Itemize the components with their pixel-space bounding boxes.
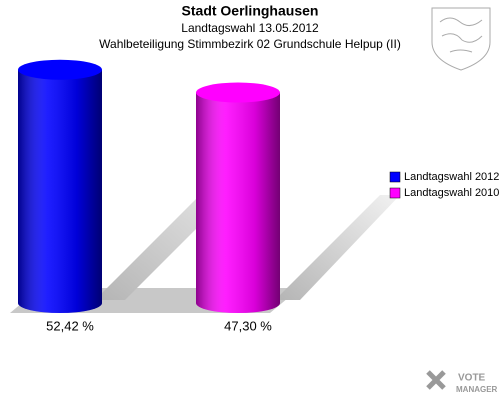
watermark-logo: VOTE MANAGER <box>426 370 498 394</box>
watermark-text: MANAGER <box>456 385 498 394</box>
legend-swatch <box>389 187 401 199</box>
watermark-text: VOTE <box>458 373 486 384</box>
value-label: 47,30 % <box>224 318 272 333</box>
legend-label: Landtagswahl 2012 <box>404 171 499 183</box>
bar-shade <box>18 69 102 303</box>
value-label: 52,42 % <box>46 318 94 333</box>
bar-shade <box>196 92 280 303</box>
bar-top <box>196 82 280 103</box>
bar-top <box>18 59 102 80</box>
chart-title: Stadt Oerlinghausen <box>182 3 319 19</box>
legend-label: Landtagswahl 2010 <box>404 187 499 199</box>
chart-subtitle: Landtagswahl 13.05.2012 <box>181 21 319 35</box>
bar-shadow <box>275 195 400 300</box>
legend-swatch <box>389 171 401 183</box>
chart-subtitle: Wahlbeteiligung Stimmbezirk 02 Grundschu… <box>99 37 401 51</box>
crest <box>431 7 491 71</box>
